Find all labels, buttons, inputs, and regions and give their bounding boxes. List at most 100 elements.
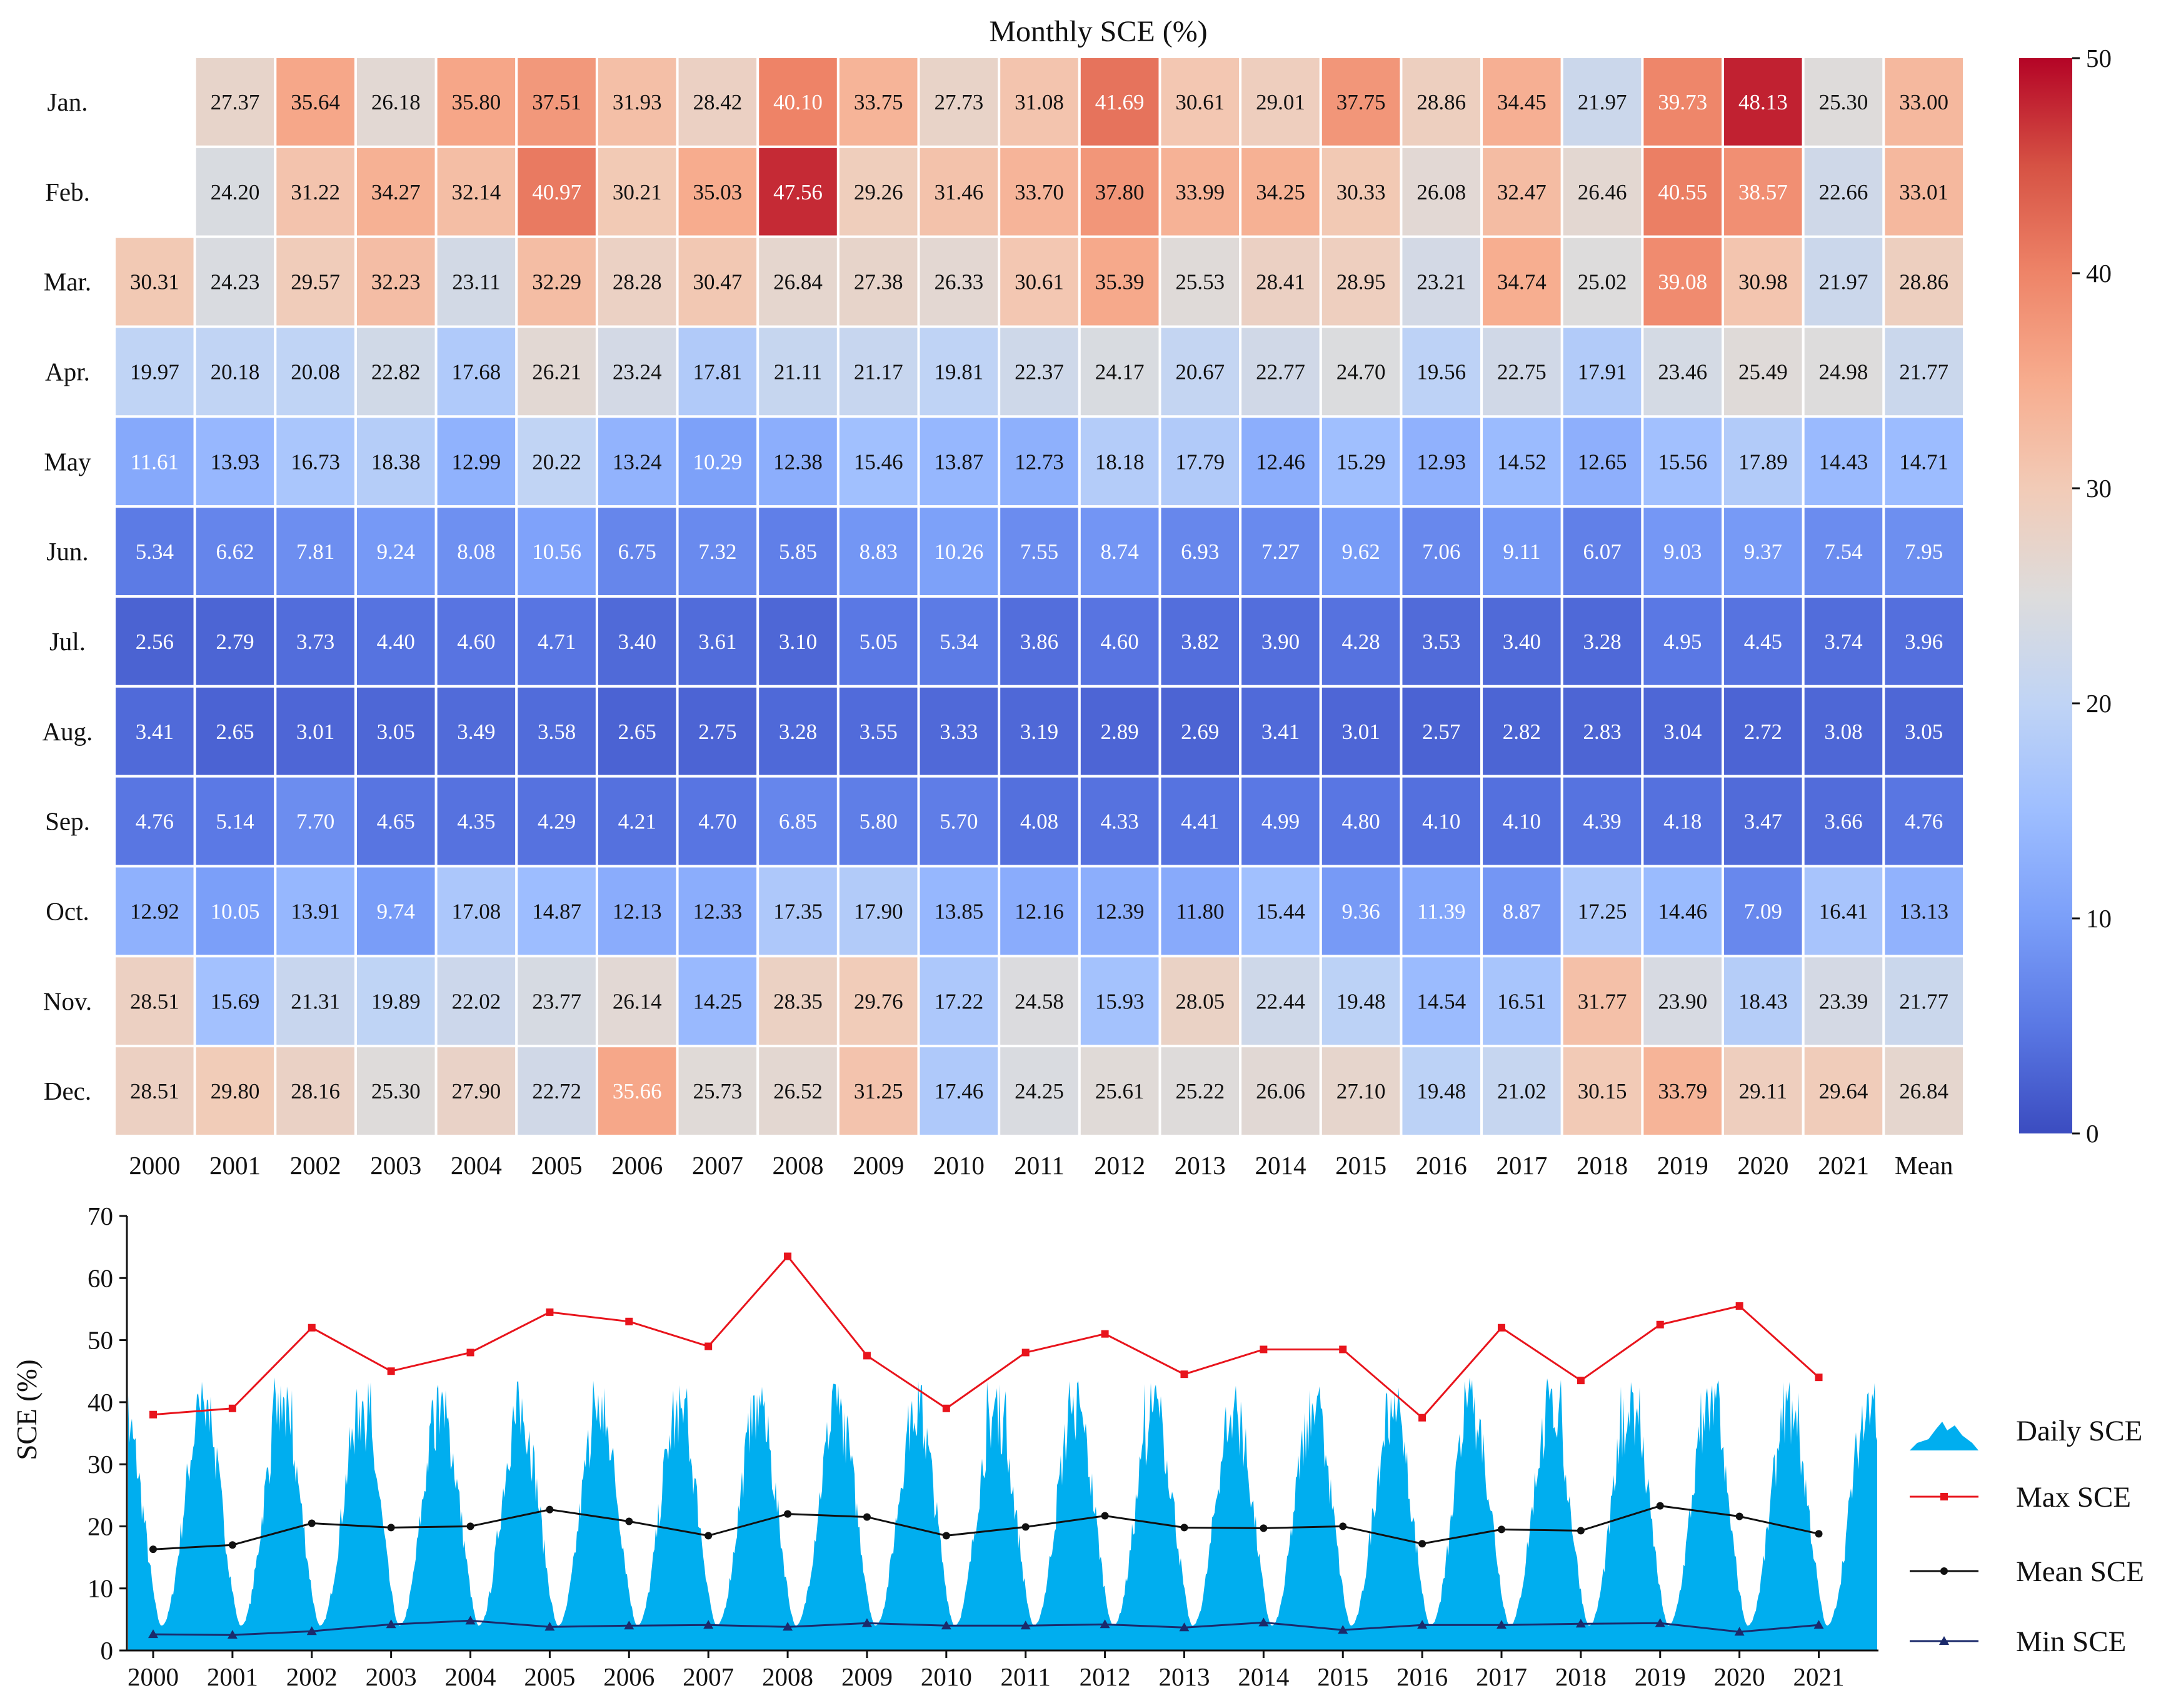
heatmap-cell xyxy=(917,865,1001,958)
colorbar-tick-label: 10 xyxy=(2086,904,2112,933)
series-marker xyxy=(1497,1324,1505,1332)
heatmap-month-label: Feb. xyxy=(45,178,90,206)
heatmap-cell-value: 4.70 xyxy=(698,810,736,834)
heatmap-cell-value: 30.61 xyxy=(1015,270,1064,294)
heatmap-cell-value: 9.62 xyxy=(1341,540,1380,564)
series-marker xyxy=(1258,1617,1269,1627)
heatmap-cell xyxy=(1882,1045,1966,1137)
heatmap-cell-value: 25.49 xyxy=(1738,359,1788,384)
series-marker xyxy=(624,1620,634,1630)
heatmap-cell-value: 24.23 xyxy=(211,270,260,294)
heatmap-cell-value: 4.80 xyxy=(1341,810,1380,834)
time-series-lines xyxy=(148,1252,1824,1639)
heatmap-cell-value: 26.14 xyxy=(613,989,662,1013)
series-marker xyxy=(941,1620,951,1630)
heatmap-cell-value: 21.31 xyxy=(291,989,340,1013)
heatmap-cell xyxy=(1239,56,1322,148)
heatmap-cell xyxy=(1400,56,1483,148)
heatmap-year-label: 2017 xyxy=(1496,1151,1547,1180)
heatmap-cell xyxy=(274,865,357,958)
heatmap-cell-value: 13.85 xyxy=(934,899,983,923)
series-marker xyxy=(1418,1540,1426,1548)
heatmap-cell xyxy=(193,865,277,958)
heatmap-cell-value: 15.29 xyxy=(1336,450,1386,474)
legend-marker xyxy=(1940,1567,1948,1575)
heatmap-cell-value: 24.98 xyxy=(1819,359,1868,384)
heatmap-cell-value: 3.96 xyxy=(1905,630,1943,654)
series-marker xyxy=(1575,1619,1586,1628)
heatmap-cell xyxy=(515,325,598,418)
heatmap-cell-value: 24.25 xyxy=(1015,1079,1064,1103)
heatmap-year-label: 2020 xyxy=(1737,1151,1788,1180)
heatmap-cell xyxy=(917,56,1001,148)
heatmap-cell xyxy=(1641,685,1725,778)
heatmap-year-label: 2019 xyxy=(1657,1151,1708,1180)
heatmap-cell-value: 15.44 xyxy=(1256,899,1305,923)
heatmap-cell-value: 23.77 xyxy=(532,989,581,1013)
heatmap-cell-value: 7.81 xyxy=(296,540,334,564)
heatmap-cell-value: 4.65 xyxy=(377,810,415,834)
heatmap-year-labels: 2000 2001 2002 2003 2004 2005 2006 2007 2008 2009… xyxy=(129,1151,1953,1180)
series-marker xyxy=(1260,1524,1268,1532)
heatmap-cell-value: 17.91 xyxy=(1578,359,1627,384)
heatmap-cell-value: 17.08 xyxy=(452,899,501,923)
daily-sce-legend-icon xyxy=(1910,1422,1978,1450)
x-tick-label: 2019 xyxy=(1635,1662,1686,1691)
heatmap-cell xyxy=(354,955,438,1048)
heatmap-cell xyxy=(193,685,277,778)
heatmap-cell-value: 7.70 xyxy=(296,810,334,834)
heatmap-cell-value: 31.77 xyxy=(1578,989,1627,1013)
heatmap-cell xyxy=(113,415,196,508)
heatmap-cell-value: 9.36 xyxy=(1341,899,1380,923)
heatmap-cell-value: 17.46 xyxy=(934,1079,983,1103)
heatmap-month-label: Jul. xyxy=(49,627,86,656)
heatmap-cell xyxy=(515,775,598,868)
heatmap-cell xyxy=(595,415,679,508)
series-marker xyxy=(1496,1620,1507,1629)
heatmap-cell-value: 4.60 xyxy=(457,630,495,654)
heatmap-cell-value: 30.47 xyxy=(693,270,743,294)
heatmap-cell-value: 25.02 xyxy=(1578,270,1627,294)
heatmap-cell-value: 4.40 xyxy=(377,630,415,654)
heatmap-cell-value: 5.34 xyxy=(940,630,978,654)
heatmap-cell-value: 19.97 xyxy=(130,359,179,384)
heatmap-cell-value: 19.56 xyxy=(1416,359,1466,384)
series-marker xyxy=(1339,1522,1347,1530)
heatmap-cell-value: 18.43 xyxy=(1738,989,1788,1013)
heatmap-cell xyxy=(1882,415,1966,508)
heatmap-cell-value: 29.80 xyxy=(211,1079,260,1103)
heatmap-month-label: Nov. xyxy=(43,987,92,1015)
y-tick-label: 20 xyxy=(88,1512,113,1540)
y-tick-label: 30 xyxy=(88,1450,113,1479)
heatmap-cell xyxy=(595,595,679,688)
heatmap-cell-value: 14.71 xyxy=(1899,450,1948,474)
series-marker xyxy=(228,1541,236,1549)
heatmap-cell-value: 17.25 xyxy=(1578,899,1627,923)
heatmap-cell xyxy=(836,235,920,328)
heatmap-cell-value: 8.87 xyxy=(1503,899,1541,923)
heatmap-cell-value: 3.82 xyxy=(1181,630,1219,654)
heatmap-cell-value: 10.26 xyxy=(934,540,983,564)
heatmap-cell-value: 10.56 xyxy=(532,540,581,564)
heatmap-cell-value: 28.86 xyxy=(1416,90,1466,114)
heatmap-cell xyxy=(193,235,277,328)
heatmap-cell-value: 3.47 xyxy=(1744,810,1782,834)
heatmap-cell xyxy=(515,415,598,508)
heatmap-cell-value: 4.28 xyxy=(1341,630,1380,654)
heatmap-cell xyxy=(434,325,518,418)
heatmap-cell xyxy=(113,235,196,328)
series-marker xyxy=(1497,1525,1505,1534)
heatmap-cell xyxy=(1641,775,1725,868)
heatmap-cell xyxy=(998,415,1081,508)
x-tick-label: 2004 xyxy=(445,1662,496,1691)
heatmap-cell xyxy=(676,955,760,1048)
heatmap-cell xyxy=(756,775,840,868)
heatmap-cell-value: 6.85 xyxy=(779,810,817,834)
x-tick-label: 2000 xyxy=(128,1662,179,1691)
heatmap-cell-value: 28.28 xyxy=(613,270,662,294)
series-marker xyxy=(148,1629,158,1639)
series-marker xyxy=(1734,1627,1745,1636)
heatmap-cell-value: 28.51 xyxy=(130,1079,179,1103)
heatmap-cell-value: 17.35 xyxy=(773,899,823,923)
heatmap-cell xyxy=(1882,56,1966,148)
